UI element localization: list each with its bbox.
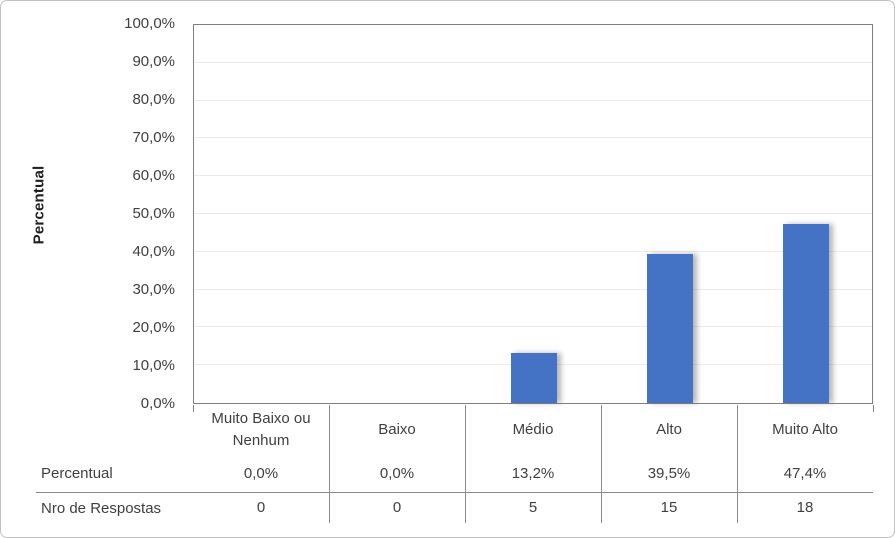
gridline (194, 137, 872, 139)
x-axis-tick-right (873, 405, 874, 412)
table-cell-percentual: 47,4% (783, 465, 827, 483)
gridline (194, 99, 872, 101)
gridline (194, 288, 872, 290)
bar-alto (647, 253, 693, 403)
y-tick-label: 80,0% (132, 91, 175, 108)
y-tick-label: 40,0% (132, 243, 175, 260)
table-cell-percentual: 39,5% (647, 465, 691, 483)
table-cell-percentual: 0,0% (379, 465, 415, 483)
gridline (194, 213, 872, 214)
gridline (194, 326, 872, 328)
table-row-percentual-values: 0,0% 0,0% 13,2% 39,5% 47,4% (193, 457, 873, 491)
y-tick-label: 100,0% (124, 15, 175, 32)
table-cell-respostas: 0 (256, 499, 266, 517)
y-tick-label: 90,0% (132, 53, 175, 70)
category-label: Muito Alto (772, 421, 838, 439)
table-column-divider (601, 405, 602, 523)
plot-area (193, 24, 873, 404)
y-tick-label: 0,0% (140, 395, 175, 412)
y-tick-label: 30,0% (132, 281, 175, 298)
y-tick-label: 50,0% (132, 205, 175, 222)
y-tick-label: 20,0% (132, 319, 175, 336)
table-cell-respostas: 0 (392, 499, 402, 517)
y-axis-ticks: 0,0% 10,0% 20,0% 30,0% 40,0% 50,0% 60,0% 70,0% 8… (1, 15, 175, 412)
table-row-label-percentual: Percentual (41, 465, 113, 482)
gridline (194, 250, 872, 252)
y-tick-label: 70,0% (132, 129, 175, 146)
gridline (194, 175, 872, 177)
table-cell-percentual: 0,0% (243, 465, 279, 483)
table-cell-respostas: 5 (528, 499, 538, 517)
x-axis-category-labels: Muito Baixo ou Nenhum Baixo Médio Alto Muito… (193, 405, 873, 455)
y-tick-label: 60,0% (132, 167, 175, 184)
category-label: Médio (512, 421, 554, 439)
table-cell-respostas: 18 (796, 499, 814, 517)
x-axis-tick-left (193, 405, 194, 412)
table-column-divider (737, 405, 738, 523)
table-column-divider (329, 405, 330, 523)
gridline (194, 61, 872, 63)
category-label: Alto (656, 421, 682, 439)
bar-m-dio (511, 353, 557, 403)
category-label: Baixo (378, 421, 416, 439)
table-cell-percentual: 13,2% (511, 465, 555, 483)
table-row-label-respostas: Nro de Respostas (41, 500, 162, 517)
table-column-divider (465, 405, 466, 523)
table-cell-respostas: 15 (660, 499, 678, 517)
table-row-respostas-values: 0 0 5 15 18 (193, 493, 873, 523)
y-tick-label: 10,0% (132, 357, 175, 374)
bar-muito-alto (783, 223, 829, 403)
category-label: Muito Baixo ou Nenhum (211, 410, 311, 449)
table-row-divider (36, 492, 873, 493)
